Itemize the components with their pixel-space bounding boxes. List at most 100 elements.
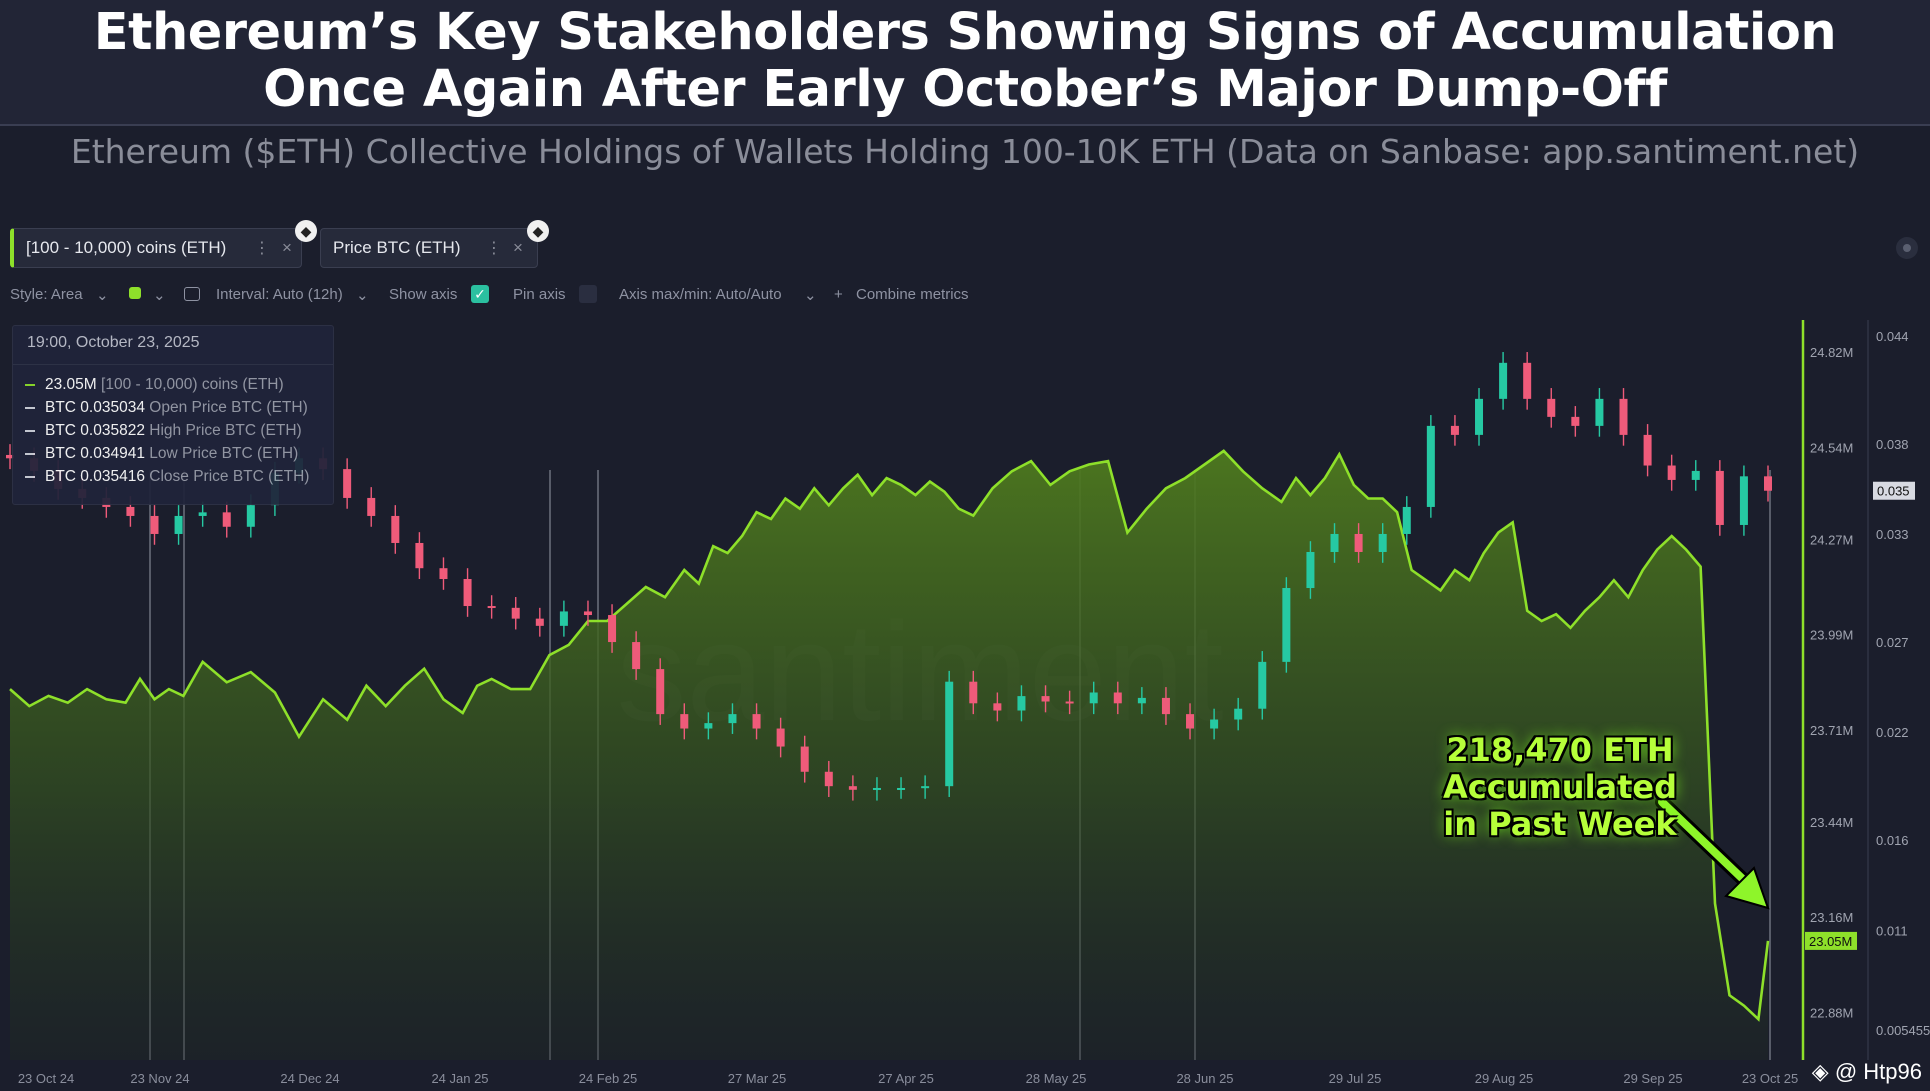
right-axis-tick-label: 0.022	[1876, 725, 1909, 740]
x-axis-tick-label: 29 Aug 25	[1475, 1071, 1534, 1086]
price-candle	[872, 787, 881, 790]
status-dot-icon	[1903, 244, 1911, 252]
chevron-down-icon[interactable]: ⌄	[356, 287, 369, 304]
price-candle	[921, 786, 930, 789]
tab-holdings-label: [100 - 10,000) coins (ETH)	[26, 238, 227, 257]
chart-subtitle: Ethereum ($ETH) Collective Holdings of W…	[70, 132, 1860, 171]
current-price-badge	[1873, 481, 1915, 500]
price-candle	[1234, 708, 1243, 720]
price-candle	[800, 746, 809, 772]
credit-text: @ Htp96	[1834, 1059, 1922, 1084]
price-candle	[608, 615, 617, 643]
holdings-area-fill	[10, 450, 1768, 1060]
price-candle	[1547, 398, 1556, 417]
callout-line-3: in Past Week	[1443, 805, 1677, 843]
left-axis-tick-label: 23.16M	[1810, 910, 1853, 925]
tab-holdings-metric[interactable]: [100 - 10,000) coins (ETH) ⋮ ×	[10, 228, 302, 268]
price-candle	[1643, 434, 1652, 466]
show-axis-label: Show axis	[389, 286, 458, 303]
chevron-down-icon[interactable]: ⌄	[96, 287, 109, 304]
price-candle	[656, 669, 665, 715]
chevron-down-icon[interactable]: ⌄	[804, 287, 817, 304]
price-candle	[198, 512, 207, 516]
price-candle	[1450, 425, 1459, 435]
price-candle	[632, 642, 641, 670]
left-axis-tick-label: 22.88M	[1810, 1005, 1853, 1020]
price-candle	[391, 515, 400, 543]
price-candle	[439, 568, 448, 580]
title-banner: Ethereum’s Key Stakeholders Showing Sign…	[0, 0, 1930, 126]
price-candle	[415, 542, 424, 569]
price-candle	[1065, 701, 1074, 704]
price-candle	[343, 469, 352, 498]
price-candle	[535, 618, 544, 626]
more-options-icon[interactable]: ⋮	[254, 240, 270, 257]
author-credit: ◈ @ Htp96	[1812, 1059, 1922, 1085]
holdings-line	[9, 449, 1770, 1022]
x-axis-tick-label: 24 Dec 24	[280, 1071, 339, 1086]
price-candle	[1089, 692, 1098, 704]
right-axis-tick-label: 0.033	[1876, 527, 1909, 542]
price-candle	[1354, 533, 1363, 552]
tab-price-metric[interactable]: Price BTC (ETH) ⋮ ×	[320, 228, 538, 268]
price-candle	[1667, 465, 1676, 480]
tooltip-row: BTC 0.035822 High Price BTC (ETH)	[25, 422, 302, 440]
price-candle	[150, 515, 159, 534]
x-axis: 23 Oct 24 23 Nov 24 24 Dec 24 24 Jan 25 24 F…	[18, 1071, 1798, 1086]
price-candle	[704, 723, 713, 729]
right-axis-tick-label: 0.005455	[1876, 1023, 1930, 1038]
x-axis-tick-label: 23 Oct 24	[18, 1071, 74, 1086]
price-candle	[1186, 714, 1195, 729]
price-candle	[174, 515, 183, 534]
price-candle	[824, 771, 833, 787]
axis-maxmin-selector[interactable]: Axis max/min: Auto/Auto	[619, 286, 782, 303]
x-axis-tick-label: 28 May 25	[1026, 1071, 1087, 1086]
price-candle	[1258, 661, 1267, 709]
chevron-down-icon[interactable]: ⌄	[153, 287, 166, 304]
price-candle	[1619, 398, 1628, 435]
price-candle	[969, 681, 978, 704]
left-axis-tick-label: 23.99M	[1810, 628, 1853, 643]
price-candle	[6, 454, 14, 459]
right-axis: 0.044 0.038 0.033 0.027 0.022 0.016 0.011 0.005…	[1867, 320, 1930, 1060]
title-line-2: Once Again After Early October’s Major D…	[263, 60, 1667, 119]
price-candle	[1739, 476, 1748, 525]
price-candle	[1402, 506, 1411, 534]
price-candle	[1306, 551, 1315, 589]
price-candle	[487, 606, 496, 609]
current-price-label: 0.035	[1877, 484, 1910, 499]
plus-icon[interactable]: +	[834, 286, 843, 303]
price-candle	[1282, 588, 1291, 662]
style-selector[interactable]: Style: Area	[10, 286, 83, 303]
price-candle	[246, 505, 255, 527]
tooltip-divider	[13, 364, 333, 365]
right-axis-tick-label: 0.011	[1876, 923, 1908, 938]
more-options-icon[interactable]: ⋮	[486, 240, 502, 257]
interval-selector[interactable]: Interval: Auto (12h)	[216, 286, 343, 303]
left-axis-tick-label: 24.54M	[1810, 441, 1853, 456]
close-icon[interactable]: ×	[513, 238, 523, 257]
callout-line-1: 218,470 ETH	[1446, 731, 1674, 769]
tooltip-row: BTC 0.035416 Close Price BTC (ETH)	[25, 468, 309, 486]
holdings-area-series	[9, 320, 1805, 1060]
left-axis-tick-label: 23.44M	[1810, 815, 1853, 830]
price-candle	[1499, 362, 1508, 399]
price-candle	[776, 728, 785, 747]
price-candle	[222, 512, 231, 527]
price-candle	[993, 703, 1002, 711]
tooltip-row: BTC 0.035034 Open Price BTC (ETH)	[25, 399, 308, 417]
tab-price-label: Price BTC (ETH)	[333, 238, 461, 257]
left-axis-tick-label: 24.27M	[1810, 532, 1853, 547]
current-holdings-badge	[1805, 931, 1857, 950]
ethereum-icon: ◆	[527, 220, 549, 242]
x-axis-tick-label: 27 Mar 25	[728, 1071, 787, 1086]
right-axis-tick-label: 0.027	[1876, 635, 1909, 650]
right-axis-tick-label: 0.038	[1876, 437, 1909, 452]
binance-icon: ◈	[1811, 1059, 1829, 1084]
x-axis-tick-label: 27 Apr 25	[878, 1071, 934, 1086]
tooltip-time: 19:00, October 23, 2025	[27, 334, 200, 351]
combine-metrics-button[interactable]: Combine metrics	[856, 286, 969, 303]
pin-axis-label: Pin axis	[513, 286, 566, 303]
close-icon[interactable]: ×	[282, 238, 292, 257]
x-axis-tick-label: 23 Oct 25	[1742, 1071, 1798, 1086]
